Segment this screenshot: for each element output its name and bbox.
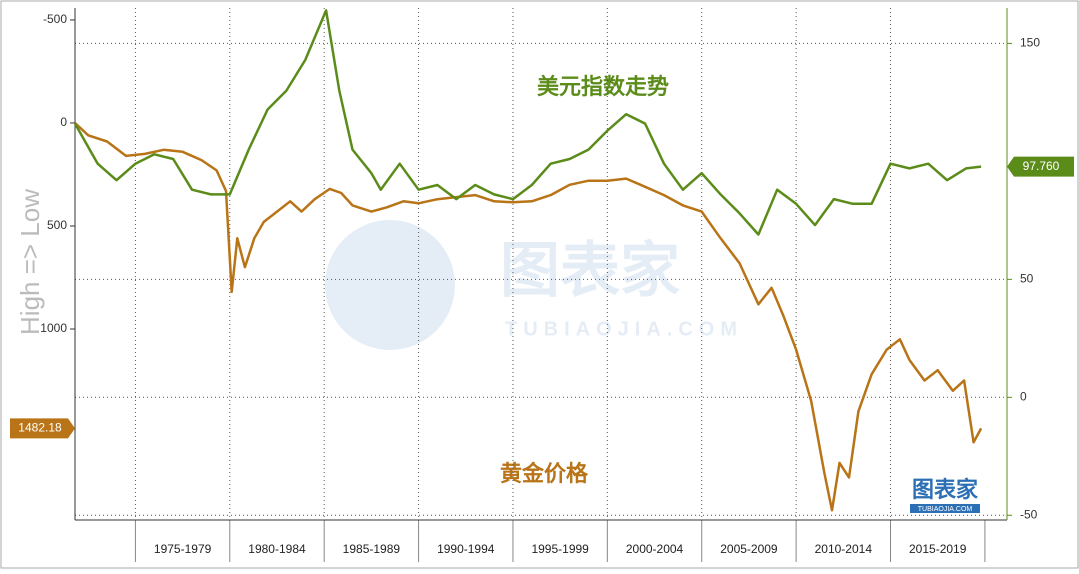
y2-tick-label: 50	[1020, 272, 1034, 286]
x-tick-label: 2010-2014	[815, 542, 873, 556]
watermark: 图表家 TUBIAOJIA.COM	[325, 220, 743, 350]
y2-tick-label: -50	[1020, 507, 1038, 521]
logo-text: 图表家	[912, 477, 979, 502]
logo-bar	[910, 504, 980, 513]
line-series	[73, 9, 982, 236]
x-tick-label: 1990-1994	[437, 542, 495, 556]
y-tick-label: 500	[47, 218, 67, 232]
y-tick-label: 0	[60, 115, 67, 129]
watermark-url: TUBIAOJIA.COM	[505, 318, 743, 340]
value-tag	[1007, 156, 1074, 177]
y-axis-label: High => Low	[15, 189, 45, 335]
corner-logo: 图表家 TUBIAOJIA.COM	[910, 477, 980, 513]
x-tick-label: 1995-1999	[531, 542, 589, 556]
x-tick-label: 1975-1979	[154, 542, 212, 556]
line-series	[74, 122, 983, 512]
x-tick-label: 2015-2019	[909, 542, 967, 556]
x-tick-label: 1980-1984	[248, 542, 306, 556]
logo-url: TUBIAOJIA.COM	[918, 506, 973, 513]
value-tag-label: 97.760	[1023, 159, 1060, 173]
value-tag-label: 1482.18	[18, 421, 62, 435]
annotation: 黄金价格	[500, 461, 589, 486]
watermark-logo	[325, 220, 455, 350]
y2-tick-label: 0	[1020, 389, 1027, 403]
y-tick-label: -500	[43, 12, 67, 26]
x-tick-label: 2005-2009	[720, 542, 778, 556]
y2-tick-label: 150	[1020, 36, 1040, 50]
y-tick-label: 1000	[40, 321, 67, 335]
annotation: 美元指数走势	[537, 74, 669, 99]
watermark-text: 图表家	[500, 237, 680, 304]
x-tick-label: 1985-1989	[343, 542, 401, 556]
value-tag	[10, 418, 75, 439]
x-tick-label: 2000-2004	[626, 542, 684, 556]
